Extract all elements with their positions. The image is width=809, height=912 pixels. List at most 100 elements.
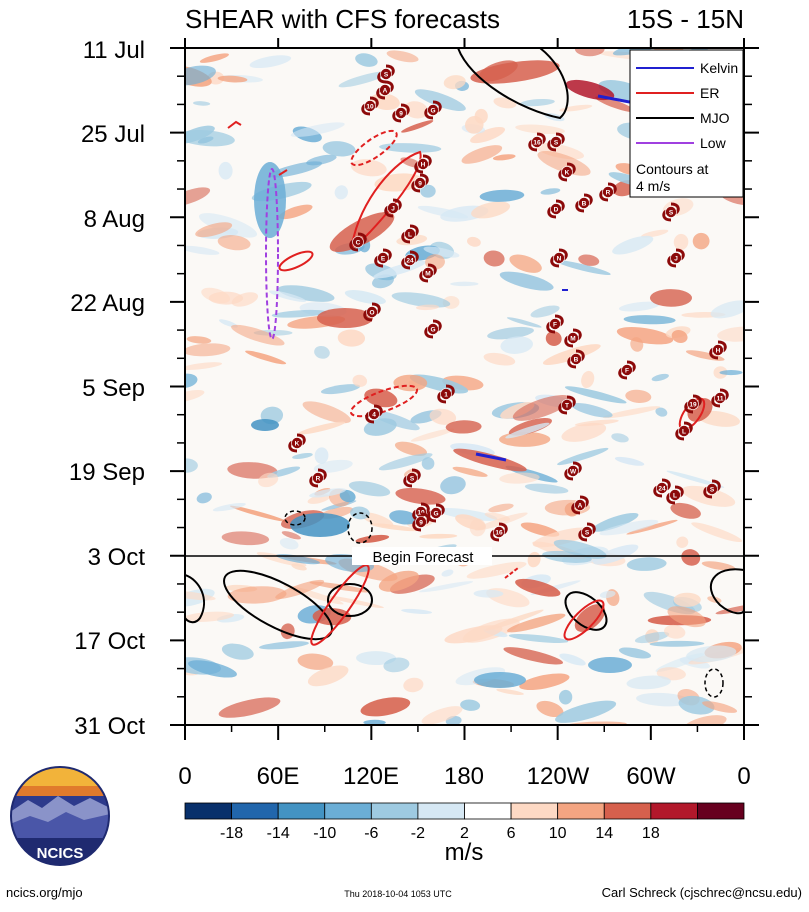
shading-patch [218, 697, 281, 718]
shading-patch [676, 536, 689, 548]
shading-patch [281, 531, 301, 540]
shading-patch [630, 337, 644, 352]
storm-symbol: M [419, 263, 437, 283]
axis-ticks [170, 38, 759, 740]
shading-patch [555, 260, 611, 276]
shading-patch [410, 428, 455, 442]
shading-patch [466, 561, 527, 579]
shading-patch [461, 145, 503, 164]
shading-patch [217, 235, 251, 251]
shading-patch [540, 188, 561, 195]
mjo-contour [185, 574, 205, 624]
shading-patch [524, 483, 569, 494]
footer-site: ncics.org/mjo [6, 885, 83, 900]
er-contour [278, 169, 288, 176]
shading-patch [221, 531, 270, 546]
shading-patch [499, 472, 540, 484]
shading-patch [588, 657, 632, 673]
storm-label: T [565, 403, 569, 410]
shading-patch [671, 330, 688, 343]
shading-patch [379, 143, 442, 153]
shading-patch [453, 448, 527, 472]
mjo-contour [347, 512, 373, 544]
legend-note: 4 m/s [636, 178, 670, 194]
storm-symbol: S [547, 132, 565, 152]
shading-patch [611, 433, 629, 443]
shading-patch [450, 281, 479, 287]
shading-patch [599, 590, 616, 599]
shading-patch [193, 101, 211, 106]
storm-label: 19 [689, 402, 697, 409]
shading-patch [313, 459, 353, 473]
colorbar-swatch [557, 802, 605, 820]
shading-patch [275, 579, 325, 599]
shading-patch [512, 395, 571, 421]
shading-patch [278, 204, 313, 220]
storm-label: L [408, 232, 412, 239]
shading-patch [564, 386, 627, 404]
legend-label-kelvin: Kelvin [700, 60, 738, 76]
shading-patch [401, 120, 434, 133]
shading-patch [581, 370, 595, 389]
storm-symbol-layer: S A 10 9 G 16 S H 9 K J D B R S C L E 24 M N J O G F M B F H 1 4 T 19 11 L… [288, 64, 729, 542]
shading-patch [487, 326, 534, 340]
storm-label: H [421, 162, 426, 169]
er-contour [350, 129, 398, 167]
legend-label-low: Low [700, 135, 727, 151]
shading-patch [251, 419, 279, 431]
ncics-logo: NCICS [10, 766, 110, 866]
shading-patch [391, 292, 451, 308]
shading-patch [536, 700, 564, 718]
storm-symbol: 24 [401, 250, 419, 270]
storm-label: M [570, 336, 575, 343]
storm-label: A [383, 88, 388, 95]
shading-patch [186, 336, 212, 344]
shading-patch [419, 533, 458, 539]
storm-symbol: S [377, 64, 395, 84]
shading-patch [334, 185, 348, 200]
storm-label: 24 [658, 486, 666, 493]
storm-label: 9 [419, 520, 423, 527]
shading-patch [196, 492, 212, 504]
storm-label: J [674, 256, 678, 263]
shading-patch [314, 345, 330, 359]
storm-symbol: 9 [392, 103, 410, 123]
shading-patch [623, 315, 676, 325]
storm-symbol: K [288, 433, 306, 453]
storm-symbol: H [414, 154, 432, 174]
storm-symbol: 16 [490, 522, 508, 542]
shading-patch [290, 122, 345, 137]
shading-patch [492, 154, 516, 161]
shading-patch [383, 657, 410, 673]
shading-patch [667, 606, 706, 628]
y-tick-label: 25 Jul [81, 121, 145, 148]
storm-symbol: G [427, 503, 445, 523]
storm-label: 1 [444, 392, 448, 399]
storm-symbol: O [363, 302, 381, 322]
storm-label: B [574, 357, 579, 364]
shading-patch [520, 522, 560, 537]
shading-patch [701, 561, 736, 571]
shading-patch [368, 409, 420, 431]
storm-symbol: 10 [361, 96, 379, 116]
colorbar-tick-label: 18 [642, 825, 660, 842]
shading-patch [506, 613, 566, 633]
storm-symbol: W [564, 461, 582, 481]
storm-label: 4 [372, 412, 376, 419]
shading-patch [421, 706, 463, 725]
shading-patch [470, 60, 560, 84]
footer-author: Carl Schreck (cjschrec@ncsu.edu) [602, 885, 802, 900]
shading-patch [558, 689, 573, 705]
shading-patch [217, 75, 248, 83]
storm-symbol: A [571, 495, 589, 515]
storm-symbol: G [424, 319, 442, 339]
shading-patch [626, 557, 667, 571]
storm-label: S [710, 487, 715, 494]
shading-patch [499, 271, 554, 291]
shading-patch [500, 336, 534, 354]
colorbar-swatch [603, 802, 652, 820]
er-contour [563, 599, 605, 641]
storm-symbol: C [349, 232, 367, 252]
shading-patch [636, 692, 690, 707]
